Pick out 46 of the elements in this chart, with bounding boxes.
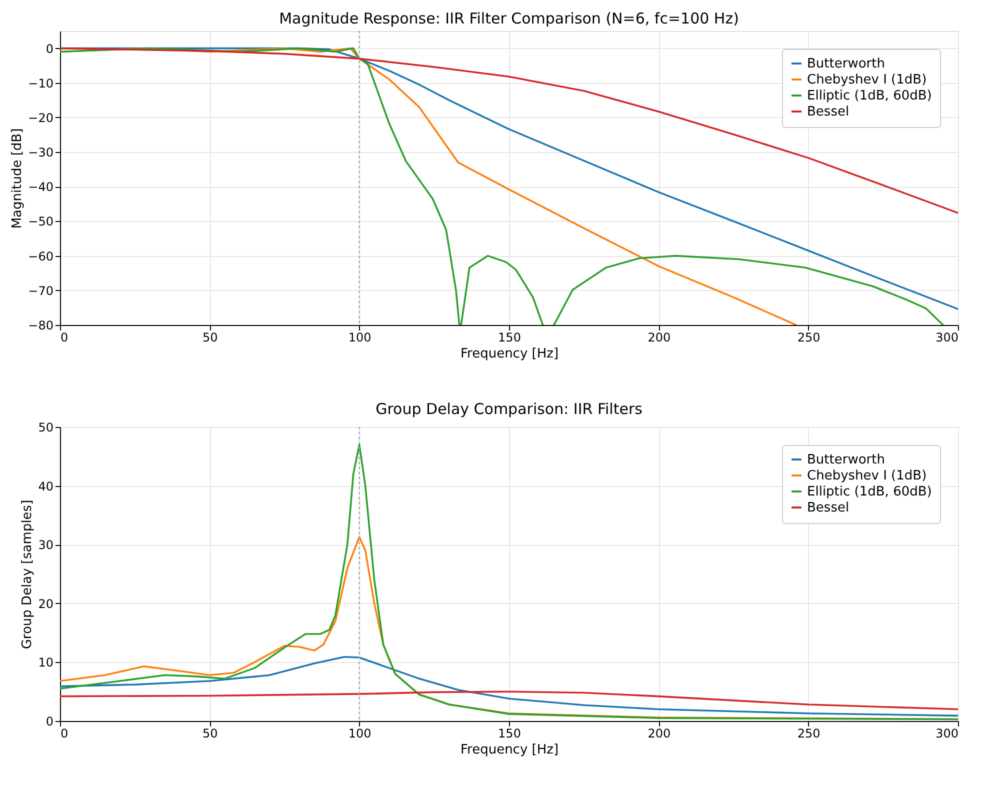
y-axis-title: Group Delay [samples] [20, 500, 36, 650]
x-tick-label: 250 [797, 726, 820, 740]
legend-label: Elliptic (1dB, 60dB) [807, 88, 932, 104]
x-axis-title: Frequency [Hz] [460, 346, 559, 362]
y-tick-label: −20 [28, 110, 54, 125]
legend-label: Bessel [807, 500, 850, 516]
y-tick-label: 30 [38, 538, 54, 552]
legend-label: Elliptic (1dB, 60dB) [807, 484, 932, 500]
y-tick-label: −80 [28, 318, 54, 332]
x-tick-label: 50 [202, 726, 218, 740]
x-tick-label: 300 [936, 330, 958, 344]
legend-label: Butterworth [807, 56, 885, 72]
x-tick-label: 0 [60, 330, 68, 344]
line-series [60, 47, 958, 214]
y-tick-label: 0 [46, 42, 54, 56]
y-tick-label: 40 [38, 479, 54, 494]
x-tick-label: 100 [348, 330, 372, 344]
y-tick-label: 0 [46, 714, 54, 728]
legend-label: Bessel [807, 104, 850, 120]
y-tick-label: −50 [28, 214, 54, 229]
legend-label: Chebyshev I (1dB) [807, 72, 927, 88]
y-tick-label: 10 [38, 656, 54, 670]
x-tick-label: 150 [498, 330, 521, 344]
x-tick-label: 150 [498, 726, 521, 740]
y-tick-label: −60 [28, 249, 54, 264]
y-tick-label: 50 [38, 420, 54, 434]
x-tick-label: 200 [648, 330, 671, 344]
chart-title: Magnitude Response: IIR Filter Comparison (N=6, fc=100 Hz) [279, 9, 739, 28]
x-tick-label: 300 [936, 726, 958, 740]
y-tick-label: −70 [28, 284, 54, 298]
y-tick-label: 20 [38, 596, 54, 611]
x-tick-label: 0 [60, 726, 68, 740]
y-tick-label: −40 [28, 180, 54, 194]
line-series [60, 656, 958, 717]
y-tick-label: −30 [28, 146, 54, 160]
x-tick-label: 250 [797, 330, 820, 344]
y-axis-title: Magnitude [dB] [10, 128, 26, 229]
legend-label: Chebyshev I (1dB) [807, 468, 927, 484]
legend-label: Butterworth [807, 452, 885, 468]
chart-title: Group Delay Comparison: IIR Filters [376, 400, 643, 418]
x-axis-title: Frequency [Hz] [460, 742, 559, 758]
x-tick-label: 100 [348, 726, 372, 740]
line-series [60, 690, 958, 710]
x-tick-label: 50 [202, 330, 218, 344]
y-tick-label: −10 [28, 76, 54, 90]
x-tick-label: 200 [648, 726, 671, 740]
